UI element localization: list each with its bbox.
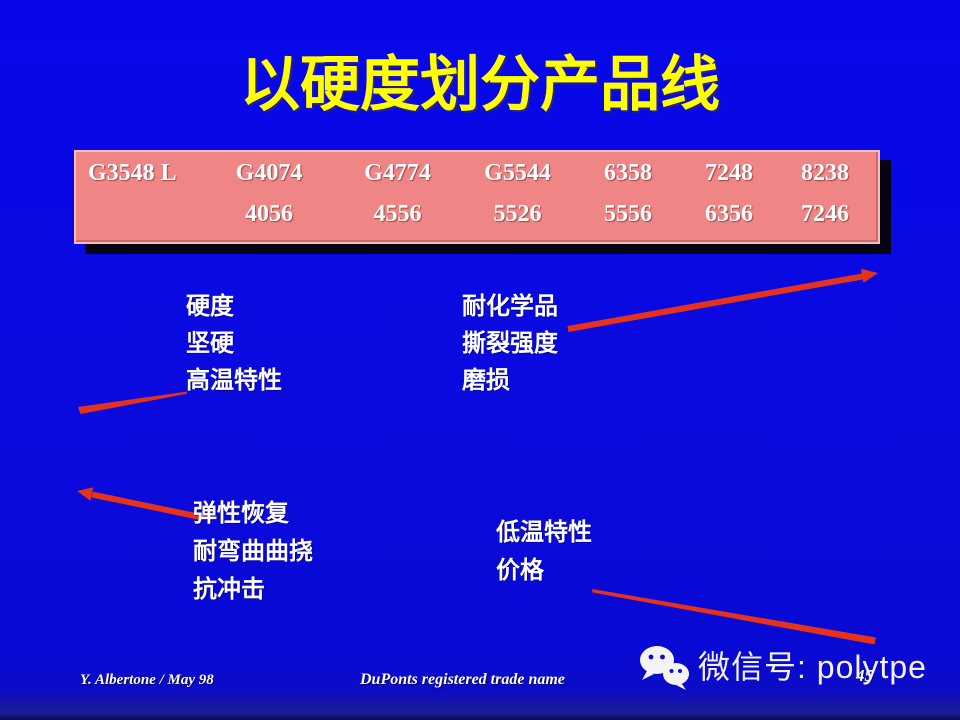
footer-trademark-note: DuPonts registered trade name: [360, 671, 565, 688]
table-cell: 4556: [373, 200, 422, 227]
feature-item: 价格: [496, 557, 544, 584]
arrow-up-right-icon: [567, 268, 878, 332]
feature-item: 弹性恢复: [193, 500, 289, 527]
wechat-watermark: 微信号: polytpe: [638, 644, 927, 690]
feature-list-lower-left: 弹性恢复 耐弯曲曲挠 抗冲击: [193, 495, 313, 609]
feature-list-lower-right: 低温特性 价格: [496, 514, 592, 590]
product-grade-table: G3548 L G4074 G4774 G5544 6358 7248 8238…: [74, 150, 880, 244]
table-cell: G4074: [235, 159, 303, 186]
feature-list-upper-left: 硬度 坚硬 高温特性: [186, 288, 282, 399]
table-cell: G3548 L: [88, 159, 177, 186]
slide-title: 以硬度划分产品线: [240, 52, 720, 118]
table-cell: 4056: [245, 200, 293, 227]
wechat-id-label: 微信号: polytpe: [698, 649, 927, 685]
feature-item: 撕裂强度: [462, 330, 558, 357]
table-cell: 6356: [705, 200, 753, 227]
wechat-icon: [640, 646, 689, 690]
feature-item: 耐弯曲曲挠: [193, 538, 313, 565]
arrow-down-left-icon: [77, 487, 204, 521]
footer-author: Y. Albertone / May 98: [80, 672, 214, 688]
table-cell: 5556: [604, 200, 652, 227]
feature-item: 抗冲击: [193, 576, 265, 603]
table-cell: G4774: [364, 159, 431, 186]
feature-item: 磨损: [462, 367, 510, 394]
feature-list-upper-right: 耐化学品 撕裂强度 磨损: [462, 288, 558, 399]
feature-item: 高温特性: [186, 367, 282, 394]
table-cell: 7248: [705, 159, 753, 186]
page-number: 45: [856, 666, 873, 685]
table-cell: 8238: [801, 159, 849, 186]
line-down-right-icon: [592, 589, 876, 645]
table-cell: 6358: [604, 159, 652, 186]
feature-item: 坚硬: [186, 330, 234, 357]
table-cell: 7246: [801, 200, 849, 227]
line-mid-left-icon: [78, 391, 187, 414]
feature-item: 硬度: [186, 293, 234, 320]
table-cell: G5544: [484, 159, 551, 186]
feature-item: 低温特性: [496, 519, 592, 546]
table-cell: 5526: [493, 200, 542, 227]
feature-item: 耐化学品: [462, 293, 558, 320]
